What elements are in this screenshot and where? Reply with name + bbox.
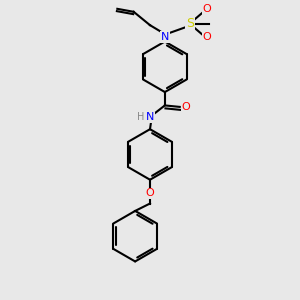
Text: O: O [202,32,211,42]
Text: H: H [137,112,144,122]
Text: O: O [181,102,190,112]
Text: S: S [186,17,194,30]
Text: O: O [202,4,211,14]
Text: O: O [146,188,154,198]
Text: N: N [146,112,154,122]
Text: N: N [161,32,169,42]
